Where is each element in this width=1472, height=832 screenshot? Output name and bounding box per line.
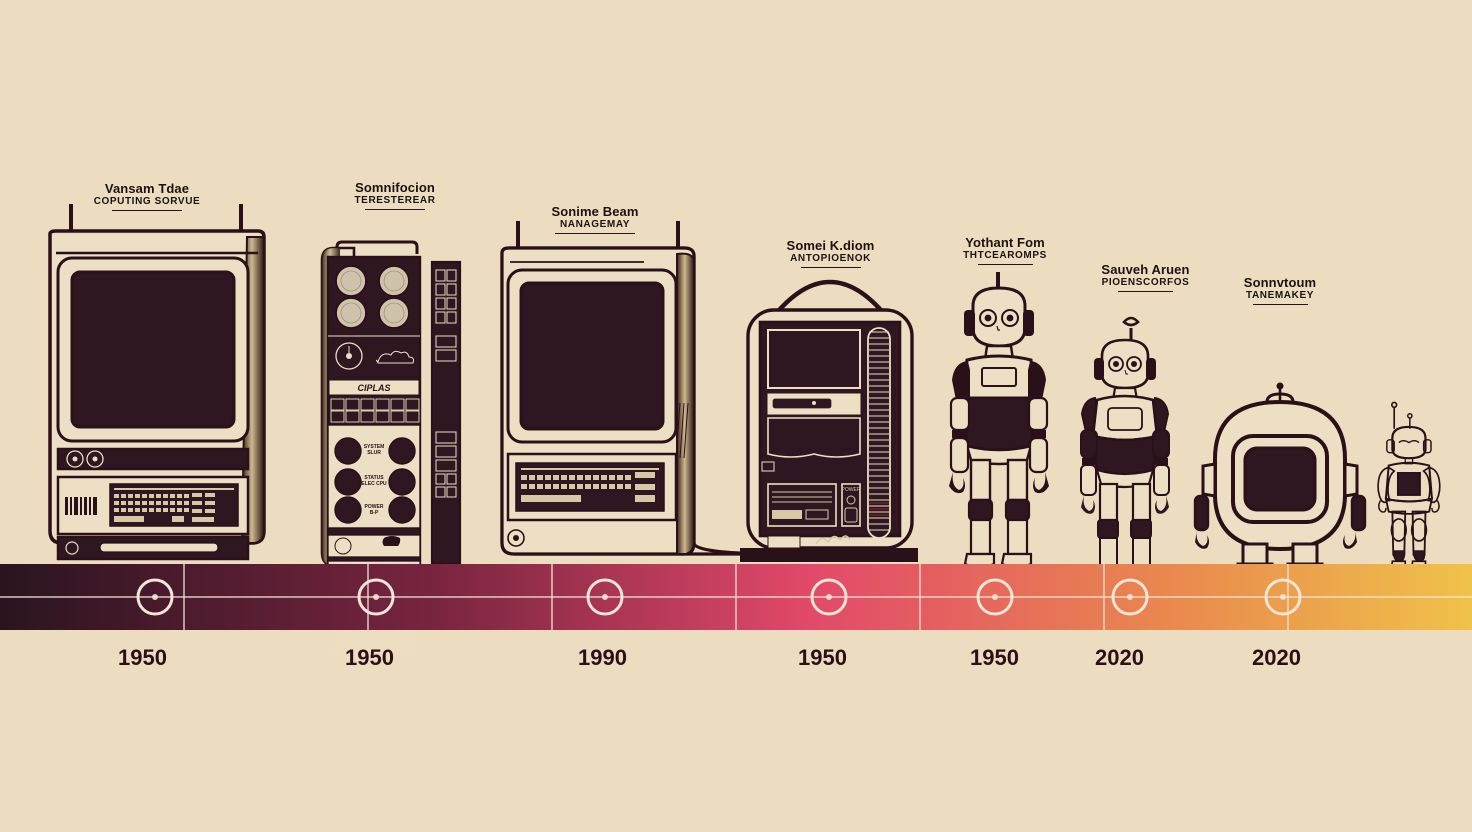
svg-text:ELEC CPU: ELEC CPU	[361, 481, 387, 487]
svg-text:B-P: B-P	[370, 510, 379, 516]
svg-text:CIPLAS: CIPLAS	[357, 383, 390, 393]
svg-text:POWER: POWER	[842, 487, 861, 493]
svg-text:SLUR: SLUR	[367, 450, 381, 456]
